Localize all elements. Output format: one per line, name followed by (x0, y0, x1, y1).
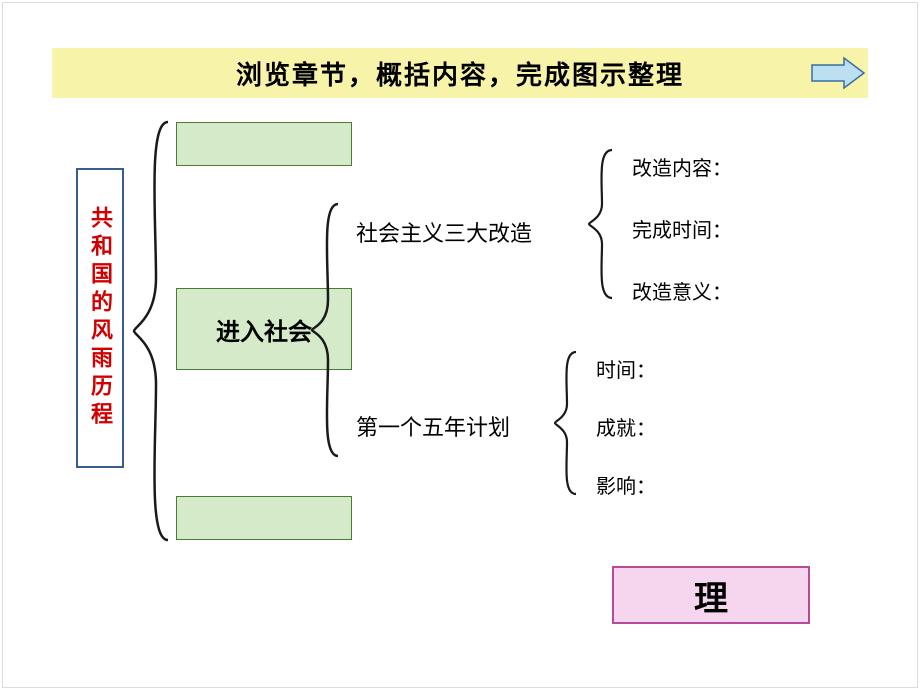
wunian-sub-1: 成就： (596, 412, 656, 441)
root-text: 共和国的风雨历程 (89, 206, 111, 430)
label-sanda: 社会主义三大改造 (356, 216, 532, 248)
green-mid-text: 进入社会 (216, 312, 312, 347)
header-text: 浏览章节，概括内容，完成图示整理 (236, 55, 684, 92)
pink-box: 理 (612, 566, 810, 624)
green-box-bottom (176, 496, 352, 540)
sanda-sub-2: 改造意义： (632, 276, 732, 305)
brace-root (128, 118, 176, 544)
sanda-sub-1: 完成时间： (632, 214, 732, 243)
brace-wunian (550, 348, 582, 498)
wunian-sub-2: 影响： (596, 470, 656, 499)
arrow-icon (810, 48, 866, 98)
pink-text: 理 (694, 571, 728, 620)
brace-sanda (584, 146, 618, 302)
green-box-top (176, 122, 352, 166)
header-bar: 浏览章节，概括内容，完成图示整理 (52, 48, 868, 98)
sanda-sub-0: 改造内容： (632, 152, 732, 181)
wunian-sub-0: 时间： (596, 354, 656, 383)
label-wunian: 第一个五年计划 (356, 410, 510, 442)
brace-mid (306, 200, 346, 460)
root-box: 共和国的风雨历程 (76, 168, 124, 468)
